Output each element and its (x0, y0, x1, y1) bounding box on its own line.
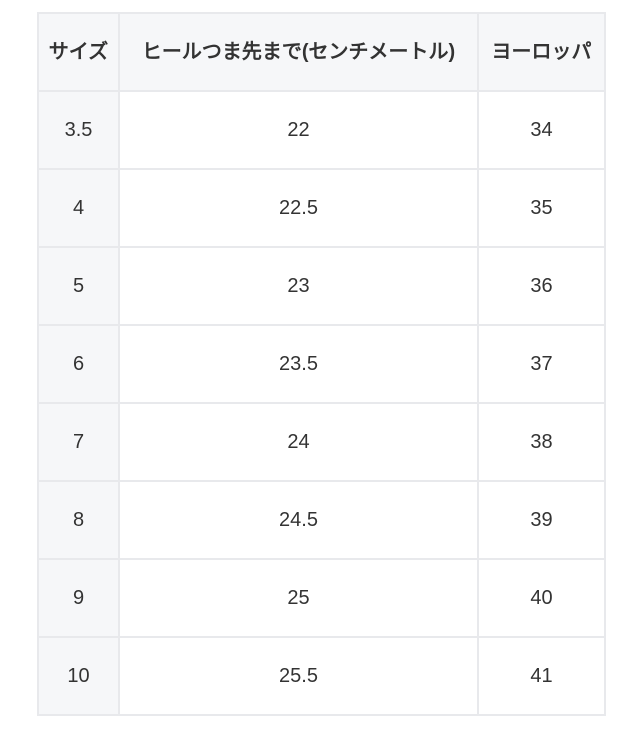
table-row: 4 22.5 35 (37, 168, 606, 248)
europe-cell: 35 (477, 168, 606, 248)
heel-to-toe-cell: 23 (118, 246, 479, 326)
europe-cell: 36 (477, 246, 606, 326)
heel-to-toe-cell: 22.5 (118, 168, 479, 248)
table-row: 9 25 40 (37, 558, 606, 638)
table-row: 6 23.5 37 (37, 324, 606, 404)
heel-to-toe-cell: 24.5 (118, 480, 479, 560)
heel-to-toe-cell: 22 (118, 90, 479, 170)
europe-cell: 41 (477, 636, 606, 716)
europe-cell: 34 (477, 90, 606, 170)
size-cell: 4 (37, 168, 120, 248)
table-row: 8 24.5 39 (37, 480, 606, 560)
table-row: 10 25.5 41 (37, 636, 606, 716)
europe-cell: 38 (477, 402, 606, 482)
header-heel-to-toe-cm: ヒールつま先まで(センチメートル) (118, 12, 479, 92)
header-size: サイズ (37, 12, 120, 92)
europe-cell: 37 (477, 324, 606, 404)
heel-to-toe-cell: 23.5 (118, 324, 479, 404)
heel-to-toe-cell: 25 (118, 558, 479, 638)
heel-to-toe-cell: 24 (118, 402, 479, 482)
size-cell: 8 (37, 480, 120, 560)
size-cell: 10 (37, 636, 120, 716)
size-chart-table: サイズ ヒールつま先まで(センチメートル) ヨーロッパ 3.5 22 34 4 22.5… (37, 12, 606, 716)
size-cell: 7 (37, 402, 120, 482)
europe-cell: 39 (477, 480, 606, 560)
table-row: 3.5 22 34 (37, 90, 606, 170)
size-cell: 6 (37, 324, 120, 404)
heel-to-toe-cell: 25.5 (118, 636, 479, 716)
europe-cell: 40 (477, 558, 606, 638)
header-row: サイズ ヒールつま先まで(センチメートル) ヨーロッパ (37, 12, 606, 92)
table-row: 7 24 38 (37, 402, 606, 482)
size-cell: 3.5 (37, 90, 120, 170)
size-cell: 5 (37, 246, 120, 326)
size-cell: 9 (37, 558, 120, 638)
header-europe: ヨーロッパ (477, 12, 606, 92)
table-row: 5 23 36 (37, 246, 606, 326)
